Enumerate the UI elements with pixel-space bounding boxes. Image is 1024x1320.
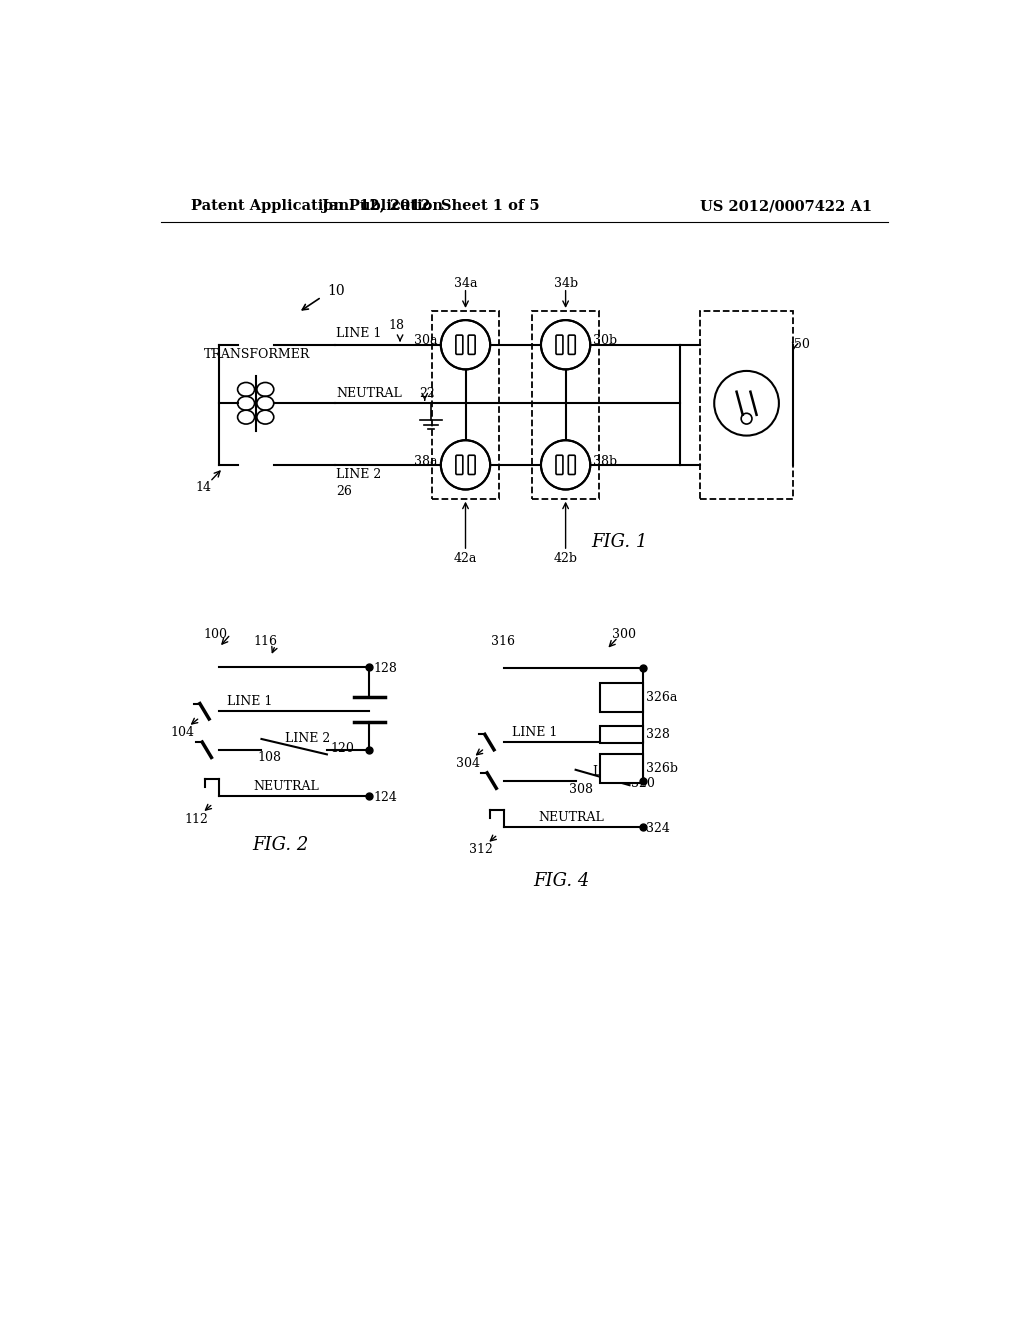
FancyBboxPatch shape [468, 455, 475, 474]
Circle shape [541, 321, 590, 370]
Circle shape [541, 441, 590, 490]
Text: 104: 104 [171, 726, 195, 739]
Text: 320: 320 [631, 777, 655, 791]
Bar [531, 312, 599, 499]
Text: LINE 2: LINE 2 [593, 764, 638, 777]
Bar [600, 682, 643, 711]
Text: FIG. 1: FIG. 1 [591, 533, 647, 550]
Text: 38a: 38a [415, 454, 438, 467]
Text: NEUTRAL: NEUTRAL [336, 387, 401, 400]
Text: 128: 128 [373, 661, 397, 675]
Text: 42b: 42b [554, 552, 578, 565]
Text: 324: 324 [646, 822, 671, 834]
Text: Jan. 12, 2012  Sheet 1 of 5: Jan. 12, 2012 Sheet 1 of 5 [322, 199, 540, 213]
Text: 46: 46 [761, 400, 776, 413]
Text: 124: 124 [373, 791, 397, 804]
Text: 34b: 34b [554, 277, 578, 289]
Text: 312: 312 [469, 843, 493, 857]
Text: LINE 2: LINE 2 [336, 467, 381, 480]
Text: NEUTRAL: NEUTRAL [254, 780, 319, 793]
FancyBboxPatch shape [556, 335, 563, 354]
Text: 22: 22 [419, 387, 435, 400]
Bar [432, 312, 500, 499]
Text: 304: 304 [456, 758, 480, 770]
Bar [700, 312, 793, 499]
Text: LINE 1: LINE 1 [512, 726, 557, 739]
Circle shape [714, 371, 779, 436]
Text: 18: 18 [388, 318, 404, 331]
FancyBboxPatch shape [556, 455, 563, 474]
Bar [600, 754, 643, 783]
FancyBboxPatch shape [468, 335, 475, 354]
Text: 326a: 326a [646, 690, 678, 704]
Text: US 2012/0007422 A1: US 2012/0007422 A1 [700, 199, 872, 213]
FancyBboxPatch shape [568, 335, 575, 354]
Text: 308: 308 [569, 783, 594, 796]
Text: 108: 108 [258, 751, 282, 764]
Text: LINE 1: LINE 1 [336, 327, 382, 341]
Circle shape [441, 321, 490, 370]
Text: FIG. 2: FIG. 2 [253, 837, 309, 854]
Text: 120: 120 [331, 742, 354, 755]
FancyBboxPatch shape [568, 455, 575, 474]
Text: 30b: 30b [593, 334, 617, 347]
Text: Patent Application Publication: Patent Application Publication [190, 199, 442, 213]
Text: 42a: 42a [454, 552, 477, 565]
Text: 328: 328 [646, 727, 671, 741]
Text: 112: 112 [184, 813, 208, 825]
Text: 30a: 30a [415, 334, 438, 347]
Text: 26: 26 [336, 484, 352, 498]
Bar [600, 726, 643, 743]
Text: 326b: 326b [646, 762, 679, 775]
Text: LINE 1: LINE 1 [226, 694, 272, 708]
Text: 14: 14 [196, 482, 212, 495]
FancyBboxPatch shape [456, 335, 463, 354]
Text: 10: 10 [327, 284, 344, 298]
Text: TRANSFORMER: TRANSFORMER [204, 348, 310, 362]
Text: 34a: 34a [454, 277, 477, 289]
Text: 100: 100 [204, 628, 227, 640]
Text: LINE 2: LINE 2 [285, 733, 330, 746]
Text: 116: 116 [254, 635, 278, 648]
Text: 316: 316 [490, 635, 515, 648]
Text: 38b: 38b [593, 454, 617, 467]
Text: 300: 300 [611, 628, 636, 640]
Text: FIG. 4: FIG. 4 [534, 871, 590, 890]
Text: NEUTRAL: NEUTRAL [539, 810, 604, 824]
Circle shape [441, 441, 490, 490]
FancyBboxPatch shape [456, 455, 463, 474]
Text: 50: 50 [795, 338, 810, 351]
